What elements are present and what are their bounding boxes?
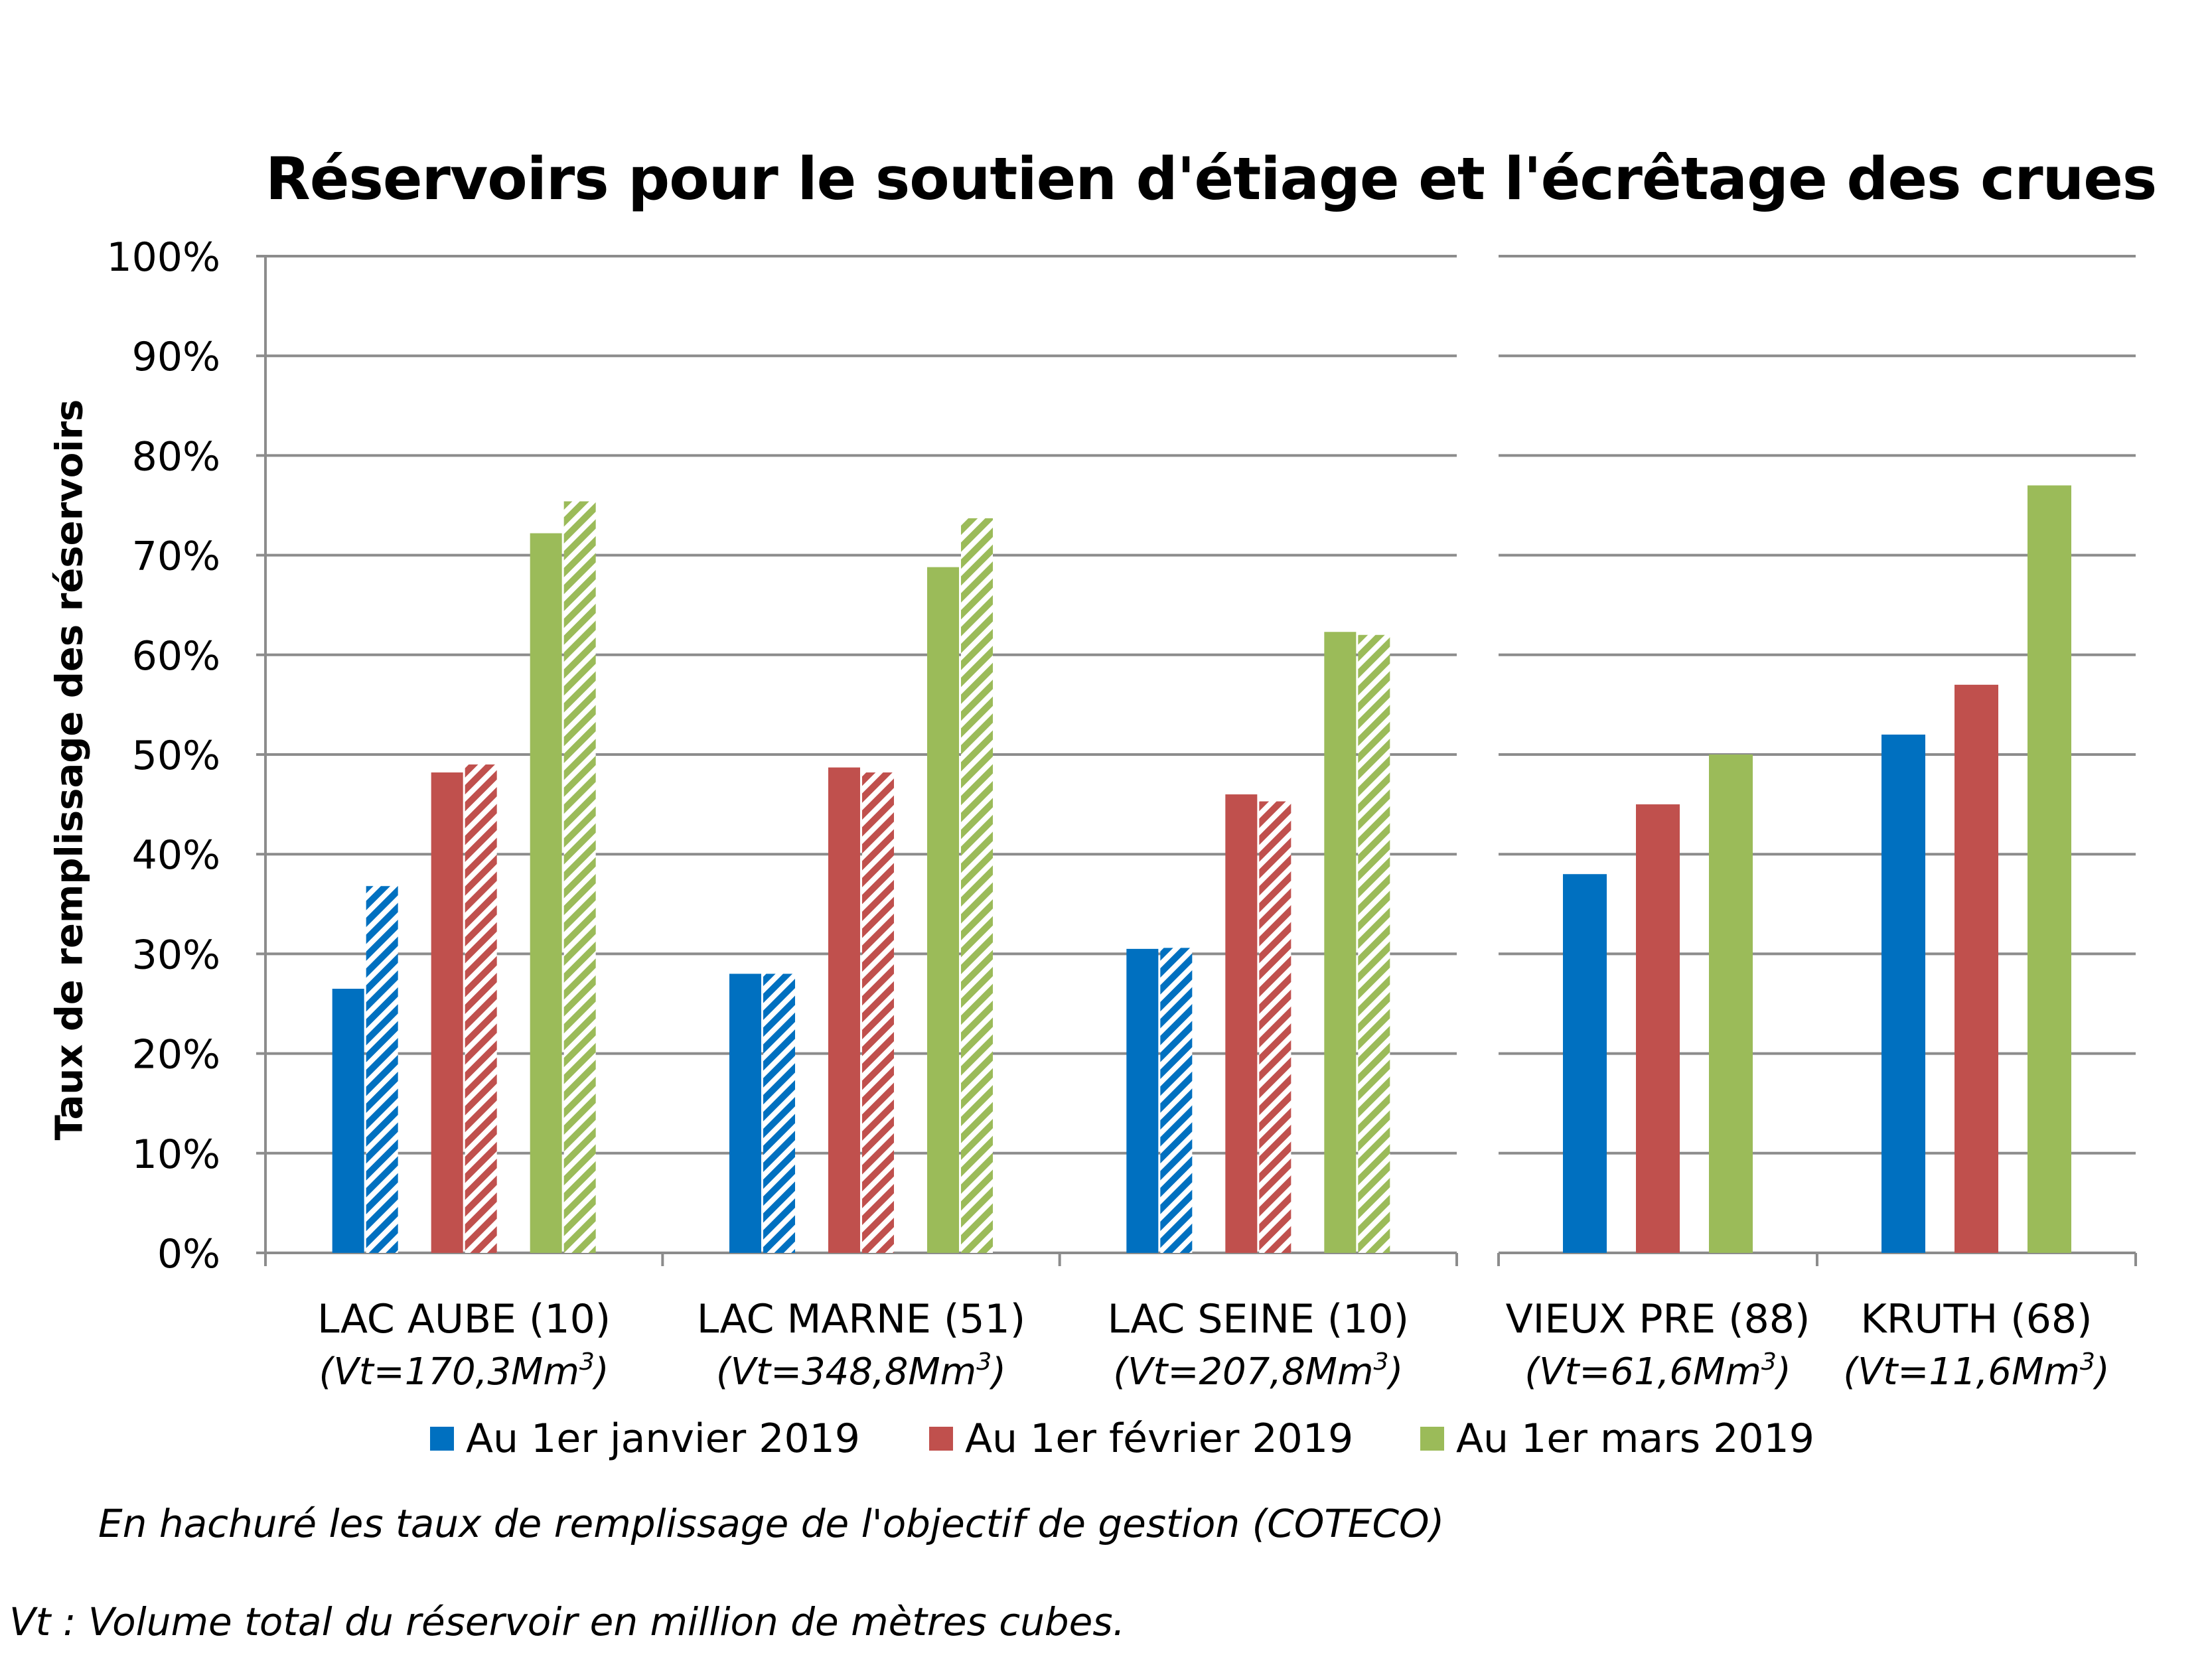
bar-1-1 <box>828 767 860 1253</box>
bar-2-3 <box>1709 755 1753 1253</box>
x-tick-sublabel: (Vt=11,6Mm3) <box>1843 1348 2109 1394</box>
x-tick-label: LAC AUBE (10) <box>317 1296 611 1342</box>
legend-swatch-1 <box>929 1427 953 1451</box>
x-tick-sublabel: (Vt=61,6Mm3) <box>1524 1348 1791 1394</box>
x-tick-sublabel: (Vt=348,8Mm3) <box>716 1348 1006 1394</box>
objective-bar-0-1 <box>763 974 795 1253</box>
objective-bar-2-0 <box>563 501 596 1254</box>
legend-label-0: Au 1er janvier 2019 <box>466 1415 860 1462</box>
objective-bar-0-2 <box>1160 948 1193 1253</box>
bar-1-3 <box>1636 804 1680 1253</box>
y-tick-label: 40% <box>132 832 220 879</box>
hatch-note: En hachuré les taux de remplissage de l'… <box>98 1501 1445 1546</box>
volume-note: Vt : Volume total du réservoir en millio… <box>9 1599 1126 1644</box>
objective-bar-2-2 <box>1358 634 1390 1253</box>
legend-item-0: Au 1er janvier 2019 <box>430 1412 860 1465</box>
bar-0-1 <box>729 974 761 1253</box>
y-tick-label: 0% <box>157 1231 220 1277</box>
bar-0-3 <box>1563 874 1607 1253</box>
objective-bar-1-0 <box>465 764 497 1253</box>
chart-title: Réservoirs pour le soutien d'étiage et l… <box>265 145 2157 213</box>
x-tick-label: VIEUX PRE (88) <box>1506 1296 1810 1342</box>
bar-1-4 <box>1954 684 1998 1253</box>
bar-2-1 <box>927 567 959 1253</box>
bar-0-0 <box>332 988 364 1253</box>
y-tick-label: 30% <box>132 932 220 978</box>
x-tick-label: LAC SEINE (10) <box>1108 1296 1409 1342</box>
legend-item-1: Au 1er février 2019 <box>929 1412 1353 1465</box>
x-tick-sublabel: (Vt=170,3Mm3) <box>319 1348 609 1394</box>
y-tick-label: 10% <box>132 1131 220 1178</box>
legend-label-1: Au 1er février 2019 <box>965 1415 1354 1462</box>
objective-bar-1-1 <box>862 772 894 1253</box>
objective-bar-0-0 <box>366 886 398 1253</box>
bar-1-0 <box>431 772 463 1253</box>
objective-bar-2-1 <box>961 518 993 1253</box>
legend-label-2: Au 1er mars 2019 <box>1456 1415 1814 1462</box>
objective-bar-1-2 <box>1259 801 1291 1253</box>
y-tick-label: 70% <box>132 534 220 580</box>
y-tick-label: 80% <box>132 433 220 480</box>
x-tick-label: LAC MARNE (51) <box>697 1296 1025 1342</box>
bar-1-2 <box>1225 794 1258 1253</box>
y-tick-label: 90% <box>132 334 220 380</box>
bar-2-4 <box>2028 485 2071 1254</box>
bar-2-2 <box>1324 632 1357 1253</box>
legend-item-2: Au 1er mars 2019 <box>1420 1412 1814 1465</box>
y-tick-label: 100% <box>106 234 220 281</box>
y-tick-label: 20% <box>132 1032 220 1078</box>
x-tick-sublabel: (Vt=207,8Mm3) <box>1113 1348 1403 1394</box>
legend-swatch-0 <box>430 1427 454 1451</box>
y-tick-label: 60% <box>132 633 220 680</box>
bar-0-2 <box>1126 948 1159 1253</box>
bar-0-4 <box>1881 734 1925 1253</box>
x-tick-label: KRUTH (68) <box>1861 1296 2093 1342</box>
bar-2-0 <box>530 533 562 1253</box>
legend-swatch-2 <box>1420 1427 1444 1451</box>
y-tick-label: 50% <box>132 733 220 779</box>
